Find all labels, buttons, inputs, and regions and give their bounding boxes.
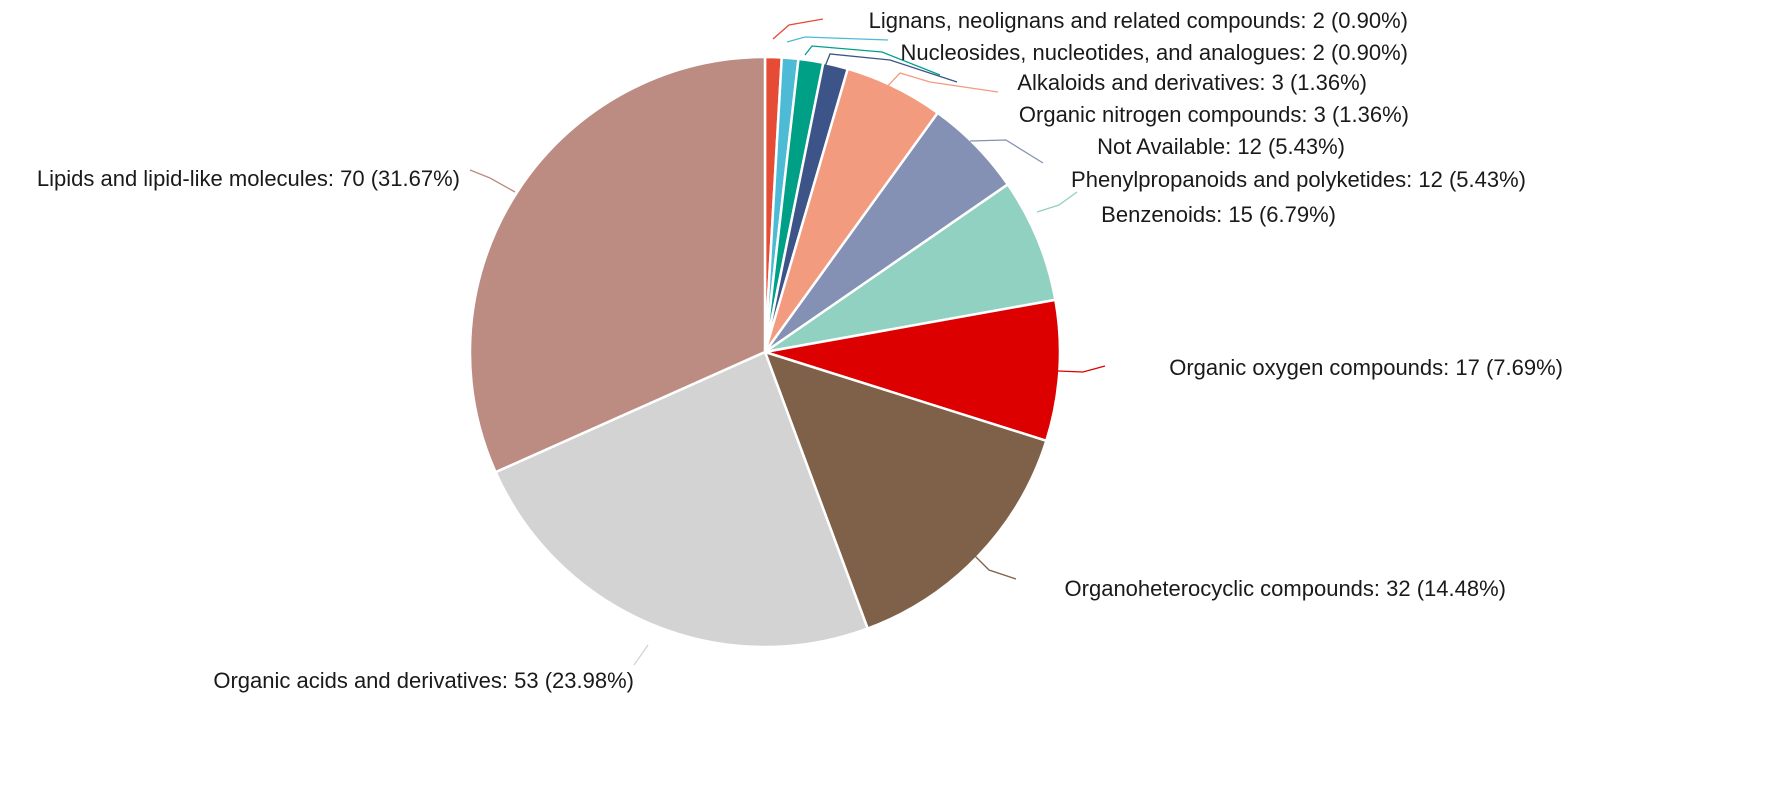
pie-slice-organic-acids-and-derivatives bbox=[494, 350, 869, 649]
slice-label-5: Phenylpropanoids and polyketides: 12 (5.… bbox=[1071, 167, 1526, 192]
leader-line-0 bbox=[772, 18, 824, 40]
leader-line-5 bbox=[969, 139, 1044, 164]
slice-label-3: Organic nitrogen compounds: 3 (1.36%) bbox=[1019, 102, 1409, 127]
pie-slice-benzenoids bbox=[763, 183, 1057, 354]
leader-line-10 bbox=[469, 169, 516, 193]
slice-label-6: Benzenoids: 15 (6.79%) bbox=[1101, 202, 1336, 227]
slice-label-0: Lignans, neolignans and related compound… bbox=[869, 8, 1408, 33]
slice-label-4: Not Available: 12 (5.43%) bbox=[1097, 134, 1345, 159]
leader-line-6 bbox=[1036, 191, 1078, 213]
slice-label-1: Nucleosides, nucleotides, and analogues:… bbox=[900, 40, 1408, 65]
leader-line-9 bbox=[633, 644, 649, 666]
leader-line-3 bbox=[823, 53, 958, 83]
slice-label-7: Organic oxygen compounds: 17 (7.69%) bbox=[1169, 355, 1563, 380]
pie-slice-lipids-and-lipid-like-molecules bbox=[468, 55, 767, 474]
leader-line-4 bbox=[883, 72, 999, 93]
slices-layer bbox=[468, 55, 1062, 649]
leader-line-1 bbox=[786, 36, 889, 43]
pie-slice-organoheterocyclic-compounds bbox=[763, 350, 1048, 630]
leader-line-8 bbox=[968, 549, 1017, 580]
slice-label-8: Organoheterocyclic compounds: 32 (14.48%… bbox=[1065, 576, 1506, 601]
leader-lines-layer bbox=[469, 18, 1106, 666]
slice-label-10: Lipids and lipid-like molecules: 70 (31.… bbox=[37, 166, 460, 191]
leader-line-2 bbox=[804, 45, 941, 76]
leader-line-7 bbox=[1057, 365, 1106, 373]
slice-labels-layer: Lignans, neolignans and related compound… bbox=[37, 8, 1563, 693]
slice-label-2: Alkaloids and derivatives: 3 (1.36%) bbox=[1017, 70, 1367, 95]
slice-label-9: Organic acids and derivatives: 53 (23.98… bbox=[213, 668, 634, 693]
